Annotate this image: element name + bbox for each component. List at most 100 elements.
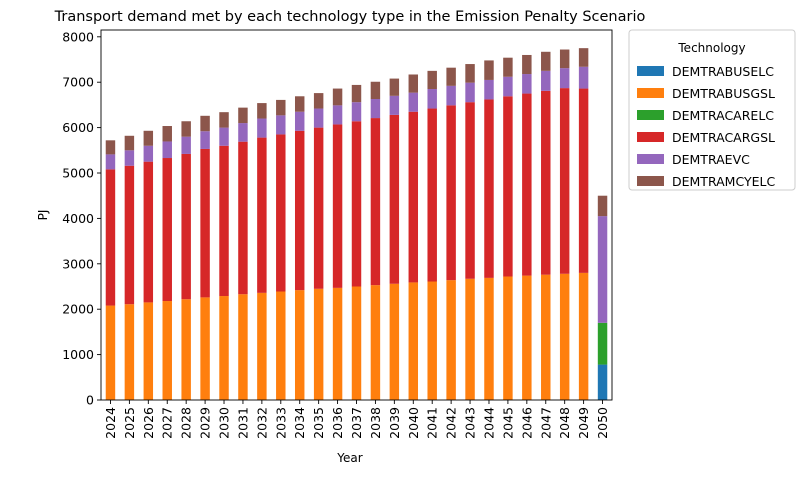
bar-segment-demtrabusgsl-2049 <box>578 272 589 400</box>
bar-segment-demtramcyelc-2045 <box>503 57 513 77</box>
bar-segment-demtracargsl-2048 <box>559 88 570 274</box>
bar-segment-demtracargsl-2044 <box>484 99 494 278</box>
legend-swatch-demtrabuselc <box>637 66 664 76</box>
bar-segment-demtrabusgsl-2027 <box>162 301 172 400</box>
bar-segment-demtraevc-2031 <box>238 123 248 142</box>
x-tick-label: 2028 <box>179 407 194 439</box>
y-tick-label: 4000 <box>62 211 94 226</box>
bar-segment-demtraevc-2026 <box>143 145 154 162</box>
bar-segment-demtramcyelc-2047 <box>541 51 551 71</box>
x-tick-label: 2025 <box>122 407 137 439</box>
bar-segment-demtramcyelc-2025 <box>124 135 135 151</box>
bar-segment-demtraevc-2047 <box>541 70 551 91</box>
bar-segment-demtramcyelc-2029 <box>200 115 210 132</box>
y-tick-label: 6000 <box>62 120 94 135</box>
bar-segment-demtramcyelc-2024 <box>105 140 116 155</box>
bar-segment-demtraevc-2046 <box>522 74 532 94</box>
x-tick-label: 2042 <box>444 407 459 439</box>
bar-segment-demtraevc-2030 <box>219 127 229 146</box>
y-tick-label: 3000 <box>62 256 94 271</box>
bar-segment-demtracargsl-2047 <box>541 90 551 275</box>
x-tick-label: 2035 <box>311 407 326 439</box>
x-tick-label: 2038 <box>368 407 383 439</box>
bar-segment-demtrabusgsl-2037 <box>351 286 362 400</box>
legend-label-demtracarelc: DEMTRACARELC <box>672 108 774 123</box>
x-tick-label: 2036 <box>330 407 345 439</box>
bar-segment-demtracargsl-2025 <box>124 165 135 305</box>
x-tick-label: 2024 <box>103 407 118 439</box>
bar-segment-demtramcyelc-2032 <box>257 103 267 119</box>
x-tick-label: 2027 <box>160 407 175 439</box>
bar-segment-demtrabusgsl-2025 <box>124 304 135 400</box>
legend-label-demtrabuselc: DEMTRABUSELC <box>672 64 774 79</box>
x-tick-label: 2044 <box>481 407 496 439</box>
bar-segment-demtracargsl-2032 <box>257 137 267 293</box>
bar-segment-demtramcyelc-2044 <box>484 60 494 80</box>
x-tick-label: 2039 <box>387 407 402 439</box>
bar-segment-demtracargsl-2043 <box>465 102 475 279</box>
bar-segment-demtramcyelc-2036 <box>332 88 343 106</box>
bar-segment-demtracargsl-2030 <box>219 145 229 297</box>
bar-segment-demtrabusgsl-2028 <box>181 299 191 400</box>
bar-segment-demtrabusgsl-2047 <box>541 274 551 400</box>
bar-segment-demtraevc-2045 <box>503 76 513 97</box>
bar-segment-demtracargsl-2028 <box>181 153 191 300</box>
legend-label-demtramcyelc: DEMTRAMCYELC <box>672 174 775 189</box>
bar-segment-demtracargsl-2024 <box>105 169 116 306</box>
bar-segment-demtraevc-2033 <box>276 115 286 135</box>
legend-swatch-demtrabusgsl <box>637 88 664 98</box>
bar-segment-demtraevc-2048 <box>559 68 570 89</box>
x-tick-label: 2030 <box>217 407 232 439</box>
bar-segment-demtrabusgsl-2033 <box>276 291 286 400</box>
legend-swatch-demtraevc <box>637 154 664 164</box>
y-tick-label: 7000 <box>62 75 94 90</box>
bar-segment-demtramcyelc-2028 <box>181 121 191 137</box>
chart-title: Transport demand met by each technology … <box>54 9 646 25</box>
bar-segment-demtramcyelc-2038 <box>370 81 381 99</box>
bar-segment-demtracargsl-2034 <box>294 130 305 291</box>
bar-segment-demtraevc-2041 <box>427 89 437 109</box>
bar-segment-demtracargsl-2039 <box>389 114 400 284</box>
x-tick-label: 2029 <box>198 407 213 439</box>
legend-swatch-demtracarelc <box>637 110 664 120</box>
bar-segment-demtramcyelc-2030 <box>219 112 229 128</box>
x-tick-label: 2046 <box>519 407 534 439</box>
bar-segment-demtrabusgsl-2043 <box>465 278 475 400</box>
bar-segment-demtracargsl-2042 <box>446 105 456 281</box>
legend-swatch-demtramcyelc <box>637 176 664 186</box>
bar-segment-demtraevc-2025 <box>124 150 135 166</box>
bar-segment-demtrabusgsl-2030 <box>219 296 229 400</box>
bar-segment-demtracargsl-2040 <box>408 111 419 283</box>
bar-segment-demtracarelc-2050 <box>597 322 608 365</box>
x-tick-label: 2026 <box>141 407 156 439</box>
bar-segment-demtramcyelc-2046 <box>522 54 532 75</box>
bar-segment-demtramcyelc-2033 <box>276 99 286 116</box>
bar-segment-demtraevc-2050 <box>597 216 608 323</box>
bar-segment-demtracargsl-2041 <box>427 108 437 282</box>
legend: Technology DEMTRABUSELC DEMTRABUSGSL DEMTRA… <box>628 29 796 191</box>
x-tick-label: 2050 <box>595 407 610 439</box>
bars-layer <box>105 48 608 400</box>
bar-segment-demtraevc-2049 <box>578 66 589 89</box>
bar-segment-demtracargsl-2035 <box>313 127 324 289</box>
bar-segment-demtraevc-2029 <box>200 131 210 149</box>
bar-segment-demtrabusgsl-2041 <box>427 281 437 400</box>
bar-segment-demtrabusgsl-2044 <box>484 277 494 400</box>
bar-segment-demtraevc-2024 <box>105 154 116 170</box>
y-axis-label: PJ <box>36 210 50 221</box>
bar-segment-demtracargsl-2045 <box>503 96 513 277</box>
x-tick-label: 2045 <box>500 407 515 439</box>
bar-segment-demtramcyelc-2041 <box>427 70 437 90</box>
bar-segment-demtrabusgsl-2040 <box>408 282 419 400</box>
bar-segment-demtramcyelc-2043 <box>465 64 475 83</box>
bar-segment-demtramcyelc-2040 <box>408 74 419 93</box>
bar-segment-demtramcyelc-2050 <box>597 195 608 217</box>
bar-segment-demtrabusgsl-2034 <box>294 290 305 400</box>
bar-segment-demtraevc-2040 <box>408 92 419 112</box>
bar-segment-demtrabusgsl-2036 <box>332 287 343 400</box>
bar-segment-demtrabusgsl-2029 <box>200 297 210 400</box>
bar-segment-demtrabusgsl-2026 <box>143 302 154 400</box>
bar-segment-demtraevc-2035 <box>313 108 324 128</box>
legend-swatch-demtracargsl <box>637 132 664 142</box>
